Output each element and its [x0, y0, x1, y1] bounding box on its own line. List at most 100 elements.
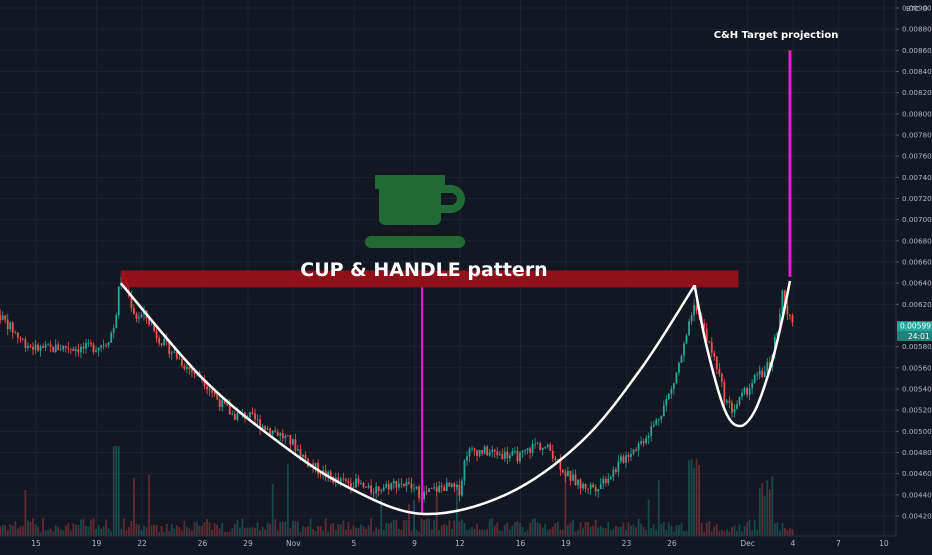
candle-body	[725, 400, 728, 403]
volume-bar	[324, 518, 327, 536]
candle-body	[592, 484, 595, 488]
volume-bar	[746, 522, 748, 536]
candle-body	[567, 470, 569, 477]
candle-body	[458, 484, 461, 496]
volume-bar	[372, 531, 375, 536]
candle-body	[582, 483, 584, 489]
volume-bar	[756, 529, 759, 536]
candle-body	[453, 483, 456, 488]
volume-bar	[201, 525, 203, 536]
volume-bar	[392, 519, 395, 536]
volume-bar	[133, 477, 135, 536]
volume-bar	[271, 484, 274, 536]
candle-body	[455, 484, 458, 488]
volume-bar	[387, 523, 390, 536]
candle-body	[42, 346, 44, 348]
volume-bar	[569, 522, 572, 536]
volume-bar	[90, 519, 92, 536]
volume-bar	[561, 529, 564, 536]
candle-body	[52, 346, 55, 353]
candle-body	[511, 451, 514, 456]
volume-bar	[395, 519, 398, 536]
volume-bar	[196, 521, 198, 536]
candle-body	[14, 332, 17, 334]
y-tick-label: 0.00420	[902, 512, 932, 521]
candle-body	[501, 454, 504, 459]
candle-body	[266, 428, 269, 430]
volume-bar	[92, 518, 95, 536]
volume-bar	[647, 499, 650, 536]
volume-bar	[175, 525, 178, 536]
y-tick-label: 0.00760	[902, 152, 932, 161]
volume-bar	[299, 531, 302, 536]
volume-bar	[524, 531, 526, 536]
candle-body	[506, 451, 509, 459]
candle-body	[531, 443, 534, 453]
candle-body	[521, 450, 524, 453]
candle-body	[466, 456, 468, 461]
candle-body	[100, 345, 103, 348]
time-axis[interactable]: 15 19 22 26 29 Nov 5 9 12 16 19 23 26 Dec 4 7 10	[31, 539, 889, 548]
volume-bar	[493, 525, 496, 536]
volume-bar	[665, 529, 668, 536]
volume-bar	[789, 528, 791, 536]
candle-body	[778, 313, 781, 333]
candle-body	[259, 419, 261, 429]
volume-bar	[42, 518, 44, 536]
candle-body	[82, 346, 85, 349]
volume-bar	[443, 523, 446, 536]
volume-bar	[362, 526, 365, 536]
candle-body	[718, 369, 721, 374]
candle-body	[746, 387, 748, 395]
candle-body	[112, 328, 115, 333]
candle-body	[392, 481, 395, 484]
candle-body	[80, 346, 82, 353]
volume-bar	[579, 522, 582, 536]
candle-body	[620, 456, 622, 462]
candle-body	[387, 484, 390, 490]
candle-body	[163, 338, 166, 346]
candle-body	[503, 451, 506, 459]
candle-body	[357, 478, 360, 484]
candle-body	[443, 487, 446, 491]
candle-body	[188, 367, 191, 370]
volume-bar	[604, 528, 607, 536]
candle-body	[461, 480, 463, 496]
volume-bar	[589, 526, 592, 536]
volume-bar	[127, 527, 130, 536]
handle-curve	[693, 280, 792, 428]
x-tick-label: 23	[622, 539, 632, 548]
x-tick-label: 29	[243, 539, 253, 548]
x-tick-label: 19	[92, 539, 102, 548]
volume-bar	[481, 529, 484, 536]
volume-bar	[511, 525, 514, 536]
volume-bar	[77, 525, 80, 536]
volume-bar	[519, 523, 521, 536]
y-tick-label: 0.00560	[902, 363, 932, 372]
candle-body	[534, 443, 537, 445]
volume-bar	[622, 522, 625, 536]
volume-bar	[138, 524, 140, 536]
y-tick-label: 0.00540	[902, 385, 932, 394]
volume-bar	[62, 530, 65, 536]
volume-bar	[693, 467, 695, 536]
volume-bar	[582, 527, 584, 536]
volume-bar	[438, 529, 441, 536]
candle-body	[430, 488, 433, 489]
candle-body	[473, 448, 476, 451]
candle-body	[572, 474, 574, 481]
candle-body	[29, 345, 32, 347]
volume-bar	[617, 526, 620, 536]
y-tick-label: 0.00840	[902, 67, 932, 76]
candle-body	[647, 436, 650, 439]
volume-bar	[478, 529, 481, 536]
candle-body	[180, 359, 183, 366]
candle-body	[695, 305, 698, 311]
y-tick-label: 0.00680	[902, 236, 932, 245]
candle-body	[690, 315, 693, 322]
price-axis[interactable]: 0.00420 0.00440 0.00460 0.00480 0.00500 0.005…	[896, 4, 932, 521]
candle-body	[438, 485, 441, 492]
volume-bar	[738, 524, 741, 536]
candle-body	[536, 443, 539, 445]
y-tick-label: 0.00800	[902, 109, 932, 118]
